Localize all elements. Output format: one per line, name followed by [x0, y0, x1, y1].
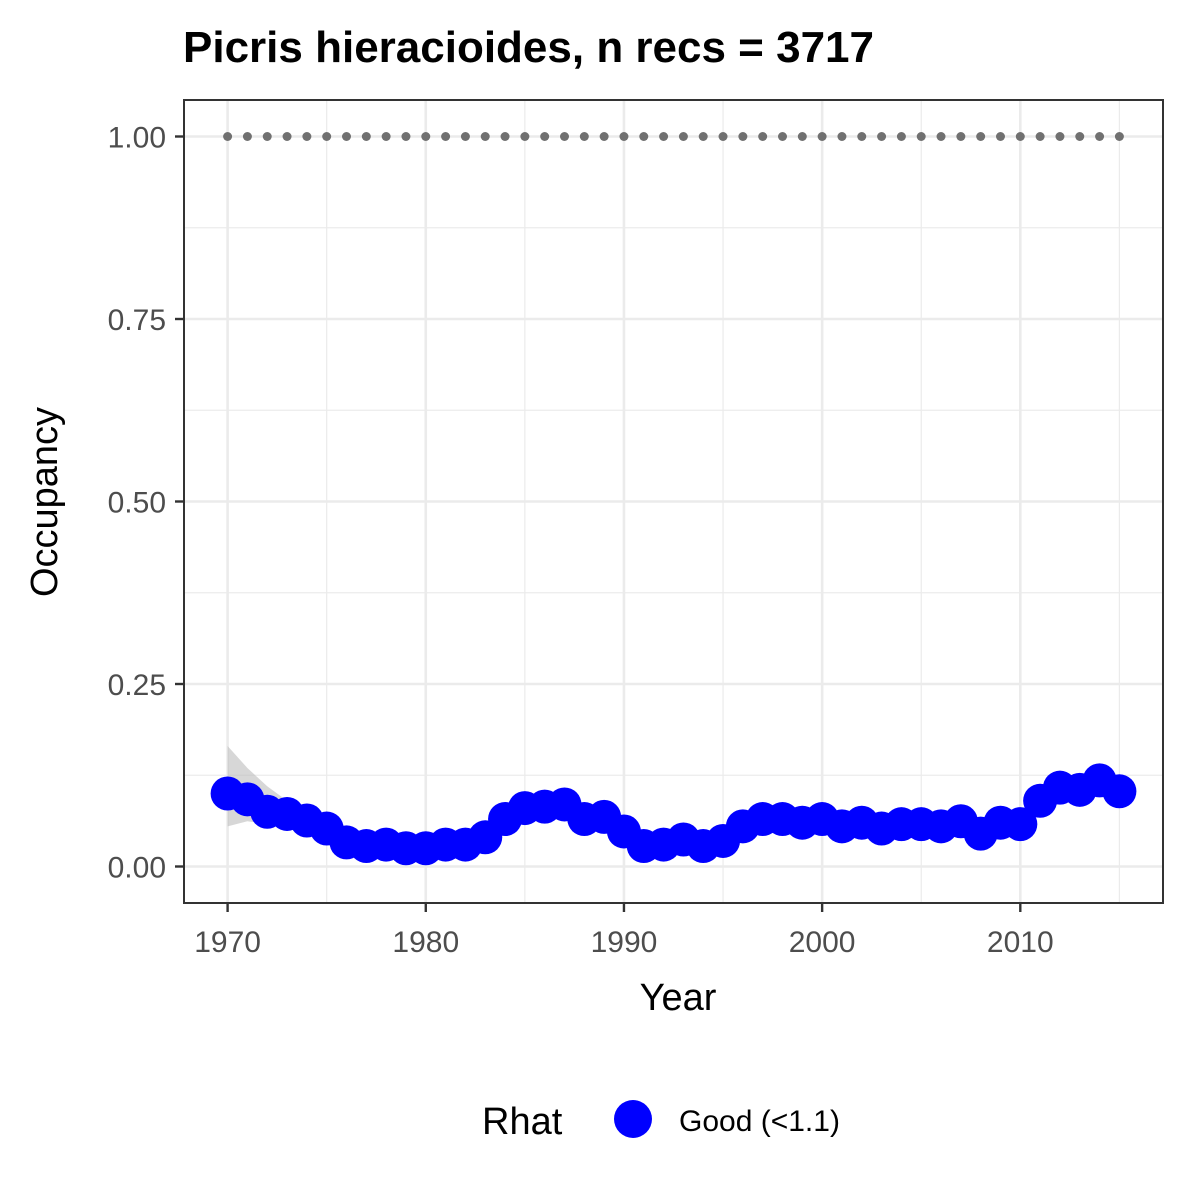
reference-point	[995, 132, 1005, 141]
x-tick-label: 1990	[591, 926, 658, 959]
legend-title: Rhat	[482, 1101, 563, 1143]
reference-point	[322, 132, 332, 141]
reference-point	[837, 132, 847, 141]
x-axis-title: Year	[640, 977, 717, 1019]
data-point	[1003, 807, 1038, 842]
reference-point	[520, 132, 530, 141]
reference-points-layer	[223, 132, 1124, 141]
y-tick-label: 0.25	[108, 669, 166, 702]
reference-point	[421, 132, 431, 141]
reference-point	[758, 132, 768, 141]
reference-point	[480, 132, 490, 141]
reference-point	[1095, 132, 1105, 141]
y-tick-label: 1.00	[108, 122, 166, 155]
reference-point	[441, 132, 451, 141]
occupancy-points-layer	[210, 763, 1137, 866]
reference-point	[302, 132, 312, 141]
y-tick-label: 0.00	[108, 852, 166, 885]
reference-point	[342, 132, 352, 141]
reference-point	[956, 132, 966, 141]
y-axis-title: Occupancy	[24, 407, 66, 597]
reference-point	[579, 132, 589, 141]
y-tick-label: 0.50	[108, 487, 166, 520]
reference-point	[797, 132, 807, 141]
reference-point	[1055, 132, 1065, 141]
reference-point	[1114, 132, 1124, 141]
legend-label-good: Good (<1.1)	[679, 1105, 840, 1138]
chart-title: Picris hieracioides, n recs = 3717	[183, 23, 874, 72]
reference-point	[262, 132, 272, 141]
reference-point	[877, 132, 887, 141]
reference-point	[936, 132, 946, 141]
reference-point	[659, 132, 669, 141]
reference-point	[460, 132, 470, 141]
reference-point	[242, 132, 252, 141]
reference-point	[1075, 132, 1085, 141]
reference-point	[698, 132, 708, 141]
reference-point	[599, 132, 609, 141]
x-tick-label: 2000	[789, 926, 856, 959]
y-tick-label: 0.75	[108, 304, 166, 337]
reference-point	[540, 132, 550, 141]
minor-grid	[184, 100, 1163, 903]
reference-point	[401, 132, 411, 141]
reference-point	[857, 132, 867, 141]
reference-point	[817, 132, 827, 141]
legend: Rhat Good (<1.1)	[482, 1100, 840, 1143]
reference-point	[976, 132, 986, 141]
x-tick-label: 1980	[392, 926, 459, 959]
reference-point	[639, 132, 649, 141]
reference-point	[738, 132, 748, 141]
legend-key-good	[614, 1100, 652, 1138]
x-tick-label: 1970	[194, 926, 261, 959]
reference-point	[678, 132, 688, 141]
data-point	[1102, 774, 1137, 809]
reference-point	[361, 132, 371, 141]
reference-point	[381, 132, 391, 141]
reference-point	[718, 132, 728, 141]
reference-point	[896, 132, 906, 141]
reference-point	[1035, 132, 1045, 141]
reference-point	[282, 132, 292, 141]
x-axis: 1970 1980 1990 2000 2010	[194, 903, 1054, 959]
reference-point	[1015, 132, 1025, 141]
y-axis: 0.00 0.25 0.50 0.75 1.00	[108, 122, 184, 885]
x-tick-label: 2010	[987, 926, 1054, 959]
reference-point	[223, 132, 233, 141]
major-grid	[184, 100, 1163, 903]
reference-point	[560, 132, 570, 141]
reference-point	[777, 132, 787, 141]
reference-point	[500, 132, 510, 141]
reference-point	[916, 132, 926, 141]
reference-point	[619, 132, 629, 141]
